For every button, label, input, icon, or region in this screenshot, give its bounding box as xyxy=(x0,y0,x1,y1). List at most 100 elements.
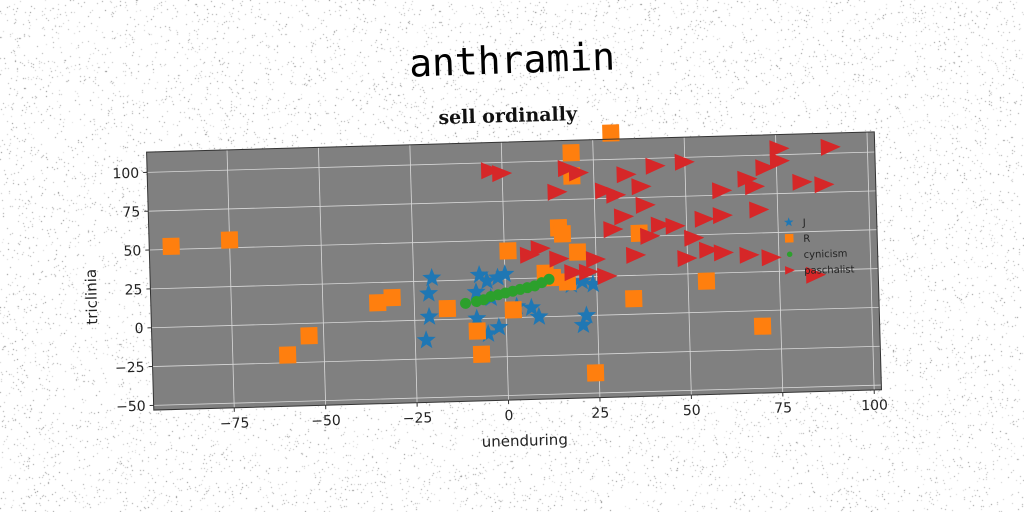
point-triangle-right xyxy=(549,250,570,268)
point-star xyxy=(478,323,498,343)
point-star xyxy=(572,271,592,290)
legend-marker xyxy=(784,233,794,243)
point-square xyxy=(499,242,517,260)
x-tick-label: 25 xyxy=(591,405,609,421)
chart-title: sell ordinally xyxy=(438,103,578,129)
point-star xyxy=(416,330,436,349)
legend-marker xyxy=(783,217,794,227)
x-grid-line xyxy=(409,144,418,403)
point-triangle-right xyxy=(603,221,624,239)
point-square xyxy=(383,288,401,307)
point-triangle-right xyxy=(568,164,589,182)
grid-lines xyxy=(147,132,882,408)
point-triangle-right xyxy=(761,249,782,267)
legend-label: cynicism xyxy=(804,249,848,261)
point-triangle-right xyxy=(769,152,790,170)
point-triangle-right xyxy=(677,250,698,268)
point-triangle-right xyxy=(578,263,600,281)
point-square xyxy=(553,225,572,243)
y-tick-label: −25 xyxy=(115,360,145,377)
point-circle xyxy=(543,273,555,285)
y-grid-line xyxy=(147,151,875,173)
point-triangle-right xyxy=(814,176,835,194)
legend-marker xyxy=(786,251,793,257)
point-triangle-right xyxy=(694,210,715,228)
point-triangle-right xyxy=(597,267,618,285)
x-axis-label: unenduring xyxy=(481,431,568,451)
point-square xyxy=(602,124,620,142)
point-star xyxy=(488,267,508,286)
point-triangle-right xyxy=(712,207,733,225)
point-star xyxy=(583,274,603,293)
x-tick-label: −25 xyxy=(403,410,433,427)
x-tick-label: 50 xyxy=(683,403,701,419)
y-axis-label: triclinia xyxy=(82,269,102,325)
point-square xyxy=(438,299,457,318)
point-square xyxy=(278,346,297,364)
point-triangle-right xyxy=(585,251,607,269)
point-square xyxy=(468,322,487,340)
point-triangle-right xyxy=(635,196,656,214)
point-square xyxy=(220,231,239,249)
point-square xyxy=(697,272,716,290)
point-triangle-right xyxy=(684,229,705,247)
point-triangle-right xyxy=(625,246,647,264)
x-tick-label: −50 xyxy=(311,413,341,430)
x-grid-line xyxy=(775,134,784,393)
data-points xyxy=(162,124,841,382)
point-triangle-right xyxy=(640,227,661,245)
x-grid-line xyxy=(226,149,235,408)
point-star xyxy=(489,317,509,336)
x-tick-label: 0 xyxy=(504,408,513,424)
point-triangle-right xyxy=(605,186,627,204)
point-star xyxy=(521,297,541,317)
point-triangle-right xyxy=(711,182,733,200)
x-grid-line xyxy=(866,132,875,390)
point-square xyxy=(562,144,580,162)
legend-label: J xyxy=(802,218,806,229)
y-axis-ticks: −50 −25 0 25 50 75 100 xyxy=(112,166,154,416)
point-triangle-right xyxy=(749,201,770,219)
y-tick-label: 0 xyxy=(134,321,143,337)
point-star xyxy=(577,305,597,324)
point-star xyxy=(419,283,439,302)
point-square xyxy=(568,243,587,261)
point-triangle-right xyxy=(547,183,568,201)
point-triangle-right xyxy=(616,166,637,184)
point-triangle-right xyxy=(594,182,616,200)
point-star xyxy=(529,306,549,326)
point-star xyxy=(477,271,497,290)
point-triangle-right xyxy=(737,170,758,188)
point-triangle-right xyxy=(557,160,578,178)
point-triangle-right xyxy=(480,162,502,180)
point-square xyxy=(753,317,772,335)
y-tick-label: −50 xyxy=(116,399,146,416)
point-star xyxy=(467,308,487,327)
point-triangle-right xyxy=(744,178,766,196)
point-triangle-right xyxy=(665,217,686,235)
point-square xyxy=(472,345,491,363)
y-grid-line xyxy=(153,384,882,406)
point-triangle-right xyxy=(805,266,827,284)
x-tick-label: −75 xyxy=(220,415,250,432)
y-tick-label: 100 xyxy=(112,166,139,183)
point-star xyxy=(495,264,515,283)
point-triangle-right xyxy=(769,140,790,158)
point-triangle-right xyxy=(674,153,695,171)
point-triangle-right xyxy=(820,138,841,156)
point-triangle-right xyxy=(613,208,635,226)
point-square xyxy=(586,364,605,382)
x-grid-line xyxy=(592,139,601,398)
x-grid-line xyxy=(318,147,327,406)
point-square xyxy=(300,327,318,345)
legend-marker xyxy=(784,266,796,275)
y-grid-line xyxy=(149,229,878,251)
point-circle xyxy=(460,297,472,309)
x-grid-line xyxy=(683,137,692,396)
point-triangle-right xyxy=(755,159,776,177)
point-triangle-right xyxy=(631,178,652,196)
y-grid-line xyxy=(150,268,879,290)
x-tick-label: 75 xyxy=(774,400,792,416)
point-square xyxy=(504,301,523,319)
